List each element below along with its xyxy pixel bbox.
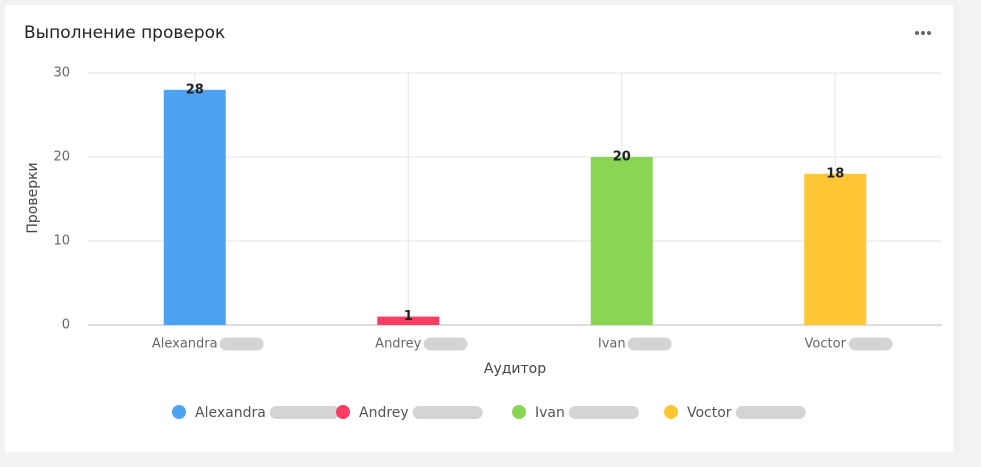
legend-marker [664,405,678,419]
bar [590,157,653,325]
legend-marker [512,405,526,419]
x-tick-label: Voctor [805,337,847,352]
menu-dot [927,31,931,35]
data-label: 1 [404,309,413,324]
bar [377,316,440,325]
hidden-name [423,337,468,351]
menu[interactable] [915,31,931,35]
chart-title: Выполнение проверок [24,23,225,43]
menu-dot [921,31,925,35]
hidden-name [412,406,483,419]
x-tick-label: Alexandra [152,337,218,352]
hidden-name [735,406,806,419]
y-tick-label: 30 [53,66,70,81]
y-tick-label: 20 [53,150,70,165]
data-label: 18 [826,166,844,181]
data-label: 20 [613,150,631,165]
x-tick-label: Andrey [375,337,421,352]
legend-label: Ivan [535,405,565,421]
x-axis-label: Аудитор [484,361,546,377]
hidden-name [627,337,672,351]
hidden-name [219,337,264,351]
card [5,5,953,452]
hidden-name [269,406,340,419]
data-label: 28 [186,82,204,97]
y-tick-label: 10 [53,234,70,249]
y-tick-label: 0 [62,318,70,333]
y-axis-label: Проверки [25,162,41,233]
legend-label: Alexandra [195,405,266,421]
hidden-name [568,406,639,419]
x-tick-label: Ivan [598,337,626,352]
menu-dot [915,31,919,35]
legend-marker [172,405,186,419]
legend-label: Voctor [687,405,732,421]
legend-marker [336,405,350,419]
hidden-name [848,337,893,351]
legend-label: Andrey [359,405,409,421]
bar [804,173,867,325]
bar [163,89,226,325]
